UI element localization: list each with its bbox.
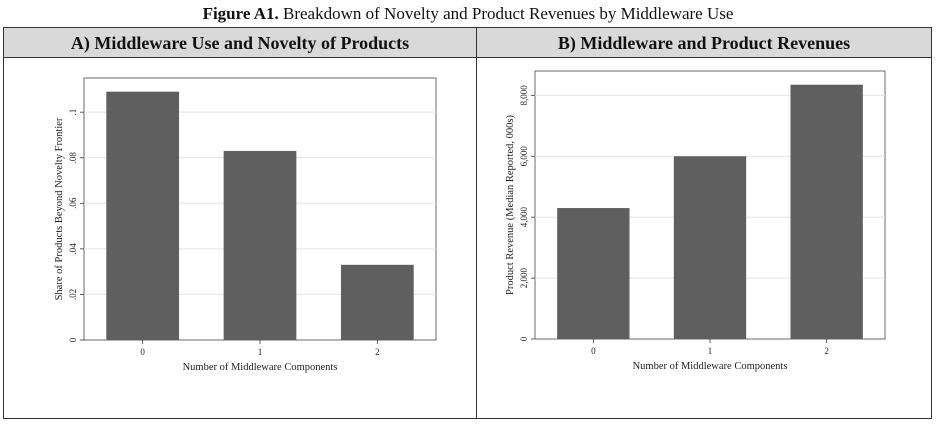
panel-a-y-tick-label: .06 (68, 197, 78, 209)
panel-a-bar (223, 150, 297, 340)
panel-divider (476, 27, 477, 419)
panel-a-y-tick-label: .1 (68, 109, 78, 116)
figure-title: Figure A1. Breakdown of Novelty and Prod… (0, 3, 936, 25)
figure-caption: Breakdown of Novelty and Product Revenue… (283, 4, 734, 23)
panel-b-y-tick-label: 0 (519, 336, 529, 341)
panel-a-x-axis-label: Number of Middleware Components (183, 362, 338, 373)
panel-a-y-tick-label: .02 (68, 289, 78, 300)
panel-b-y-tick-label: 4,000 (519, 207, 529, 228)
panel-b-bar (557, 208, 630, 339)
panel-a-x-tick-label: 2 (375, 347, 380, 357)
panel-a-y-tick-label: .04 (68, 243, 78, 255)
panel-b-chart: 0 2,000 4,000 6,000 8,000 0 1 2 Number of Middle… (505, 70, 886, 372)
figure-frame (3, 27, 932, 419)
panel-b-x-tick-label: 2 (824, 346, 829, 356)
figure-label: Figure A1. (202, 4, 279, 23)
panel-a-y-tick-label: .08 (68, 152, 78, 164)
panel-a-header: A) Middleware Use and Novelty of Product… (4, 28, 476, 58)
panel-b-y-tick-label: 8,000 (519, 85, 529, 106)
panel-a-chart: 0 .02 .04 .06 .08 .1 0 1 2 Number of Middleware C… (54, 77, 437, 373)
panel-b-bar (673, 156, 747, 339)
panel-b-y-tick-label: 2,000 (519, 267, 529, 288)
panel-b-y-tick-label: 6,000 (519, 146, 529, 167)
panel-a-y-tick-label: 0 (68, 337, 78, 342)
panel-b-y-axis-label: Product Revenue (Median Reported, 000s) (505, 115, 516, 295)
panel-a-bar (106, 91, 180, 341)
panel-a-x-tick-label: 0 (140, 347, 145, 357)
panel-b-bar (790, 84, 863, 339)
panel-a-x-tick-label: 1 (258, 347, 263, 357)
panel-a-y-axis-label: Share of Products Beyond Novelty Frontie… (54, 117, 65, 300)
panel-b-x-tick-label: 0 (591, 346, 596, 356)
panel-b-x-axis-label: Number of Middleware Components (633, 361, 788, 372)
panel-b-header: B) Middleware and Product Revenues (477, 28, 931, 58)
panel-a-bar (340, 264, 414, 340)
panel-b-x-tick-label: 1 (708, 346, 713, 356)
